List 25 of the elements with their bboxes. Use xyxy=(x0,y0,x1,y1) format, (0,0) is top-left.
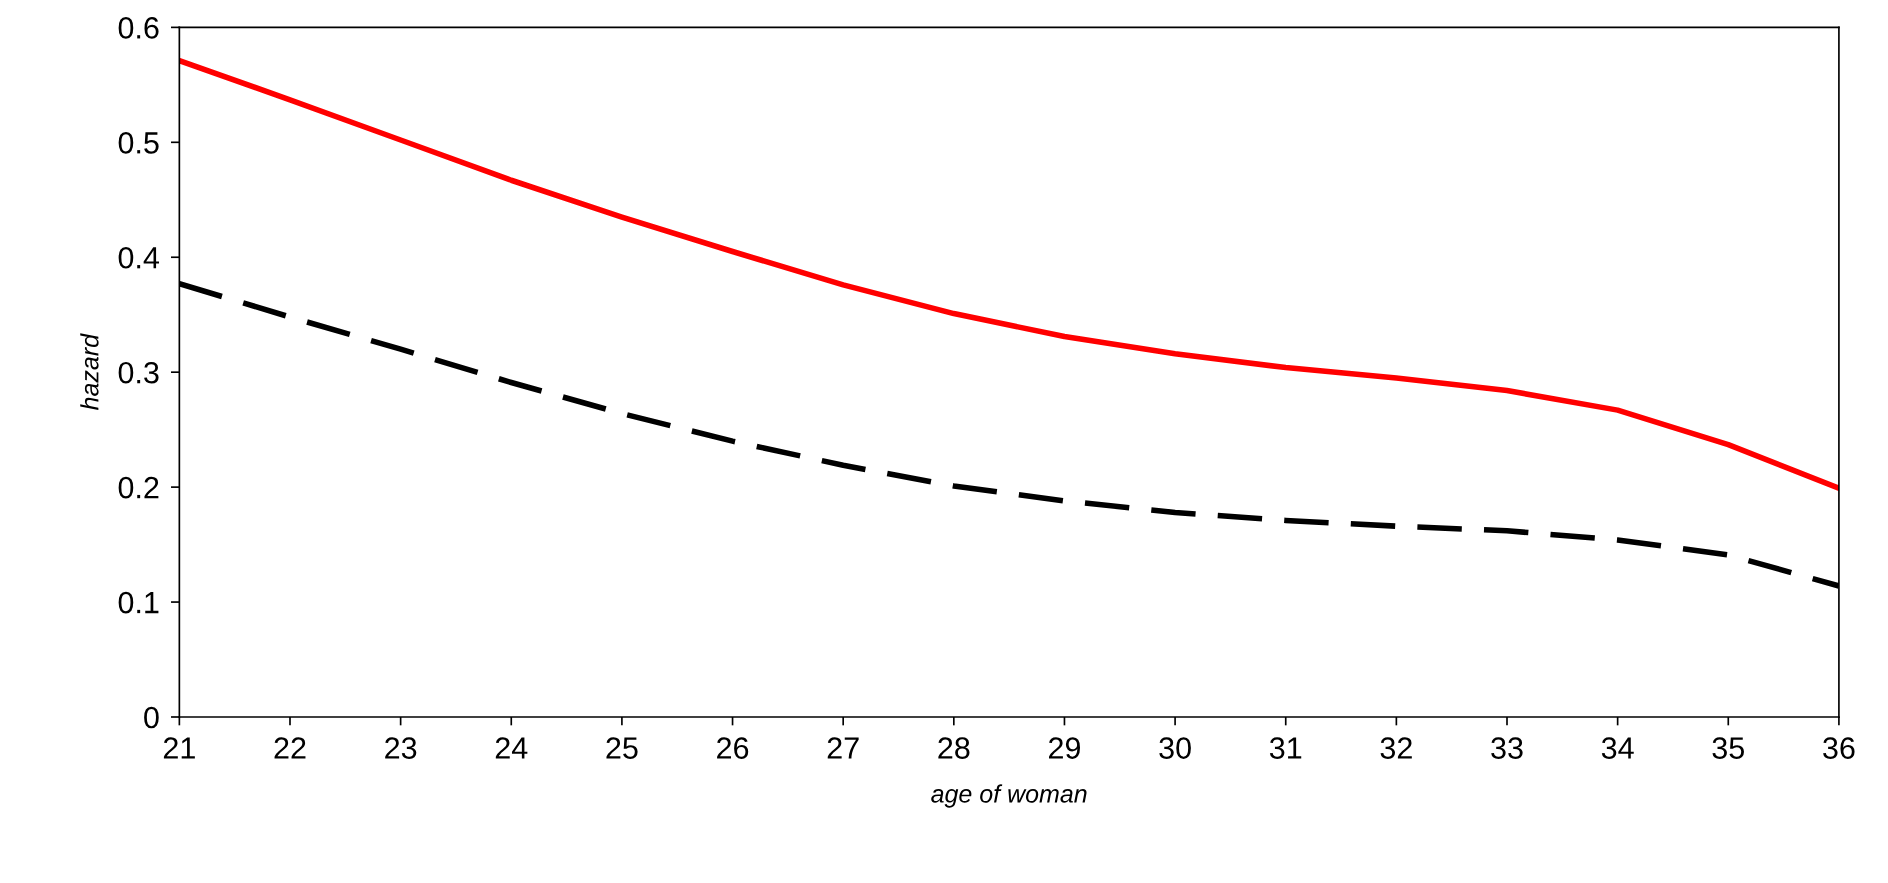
y-tick-label: 0.5 xyxy=(118,132,159,154)
x-tick-label: 30 xyxy=(1159,737,1191,759)
x-tick-label: 23 xyxy=(385,737,417,759)
x-tick-label: 25 xyxy=(606,737,638,759)
x-tick-label: 36 xyxy=(1823,737,1855,759)
x-tick-label: 27 xyxy=(827,737,859,759)
y-axis-title: hazard xyxy=(80,333,99,410)
x-tick-label: 29 xyxy=(1049,737,1080,759)
x-tick-label: 22 xyxy=(274,737,306,759)
x-tick-label: 24 xyxy=(495,737,528,759)
x-tick-label: 33 xyxy=(1491,737,1523,759)
y-tick-label: 0 xyxy=(144,706,159,729)
x-tick-label: 32 xyxy=(1380,737,1412,759)
y-tick-label: 0.2 xyxy=(118,476,159,499)
x-tick-label: 34 xyxy=(1601,737,1634,759)
x-tick-label: 35 xyxy=(1712,737,1744,759)
x-tick-label: 26 xyxy=(717,737,749,759)
y-tick-label: 0.3 xyxy=(118,361,159,384)
y-tick-label: 0.1 xyxy=(118,591,159,614)
y-tick-label: 0.6 xyxy=(118,17,159,39)
x-tick-label: 21 xyxy=(163,737,195,759)
y-tick-label: 0.4 xyxy=(118,246,160,269)
x-tick-label: 28 xyxy=(938,737,970,759)
x-axis-title: age of woman xyxy=(931,784,1087,808)
x-tick-label: 31 xyxy=(1269,737,1302,759)
